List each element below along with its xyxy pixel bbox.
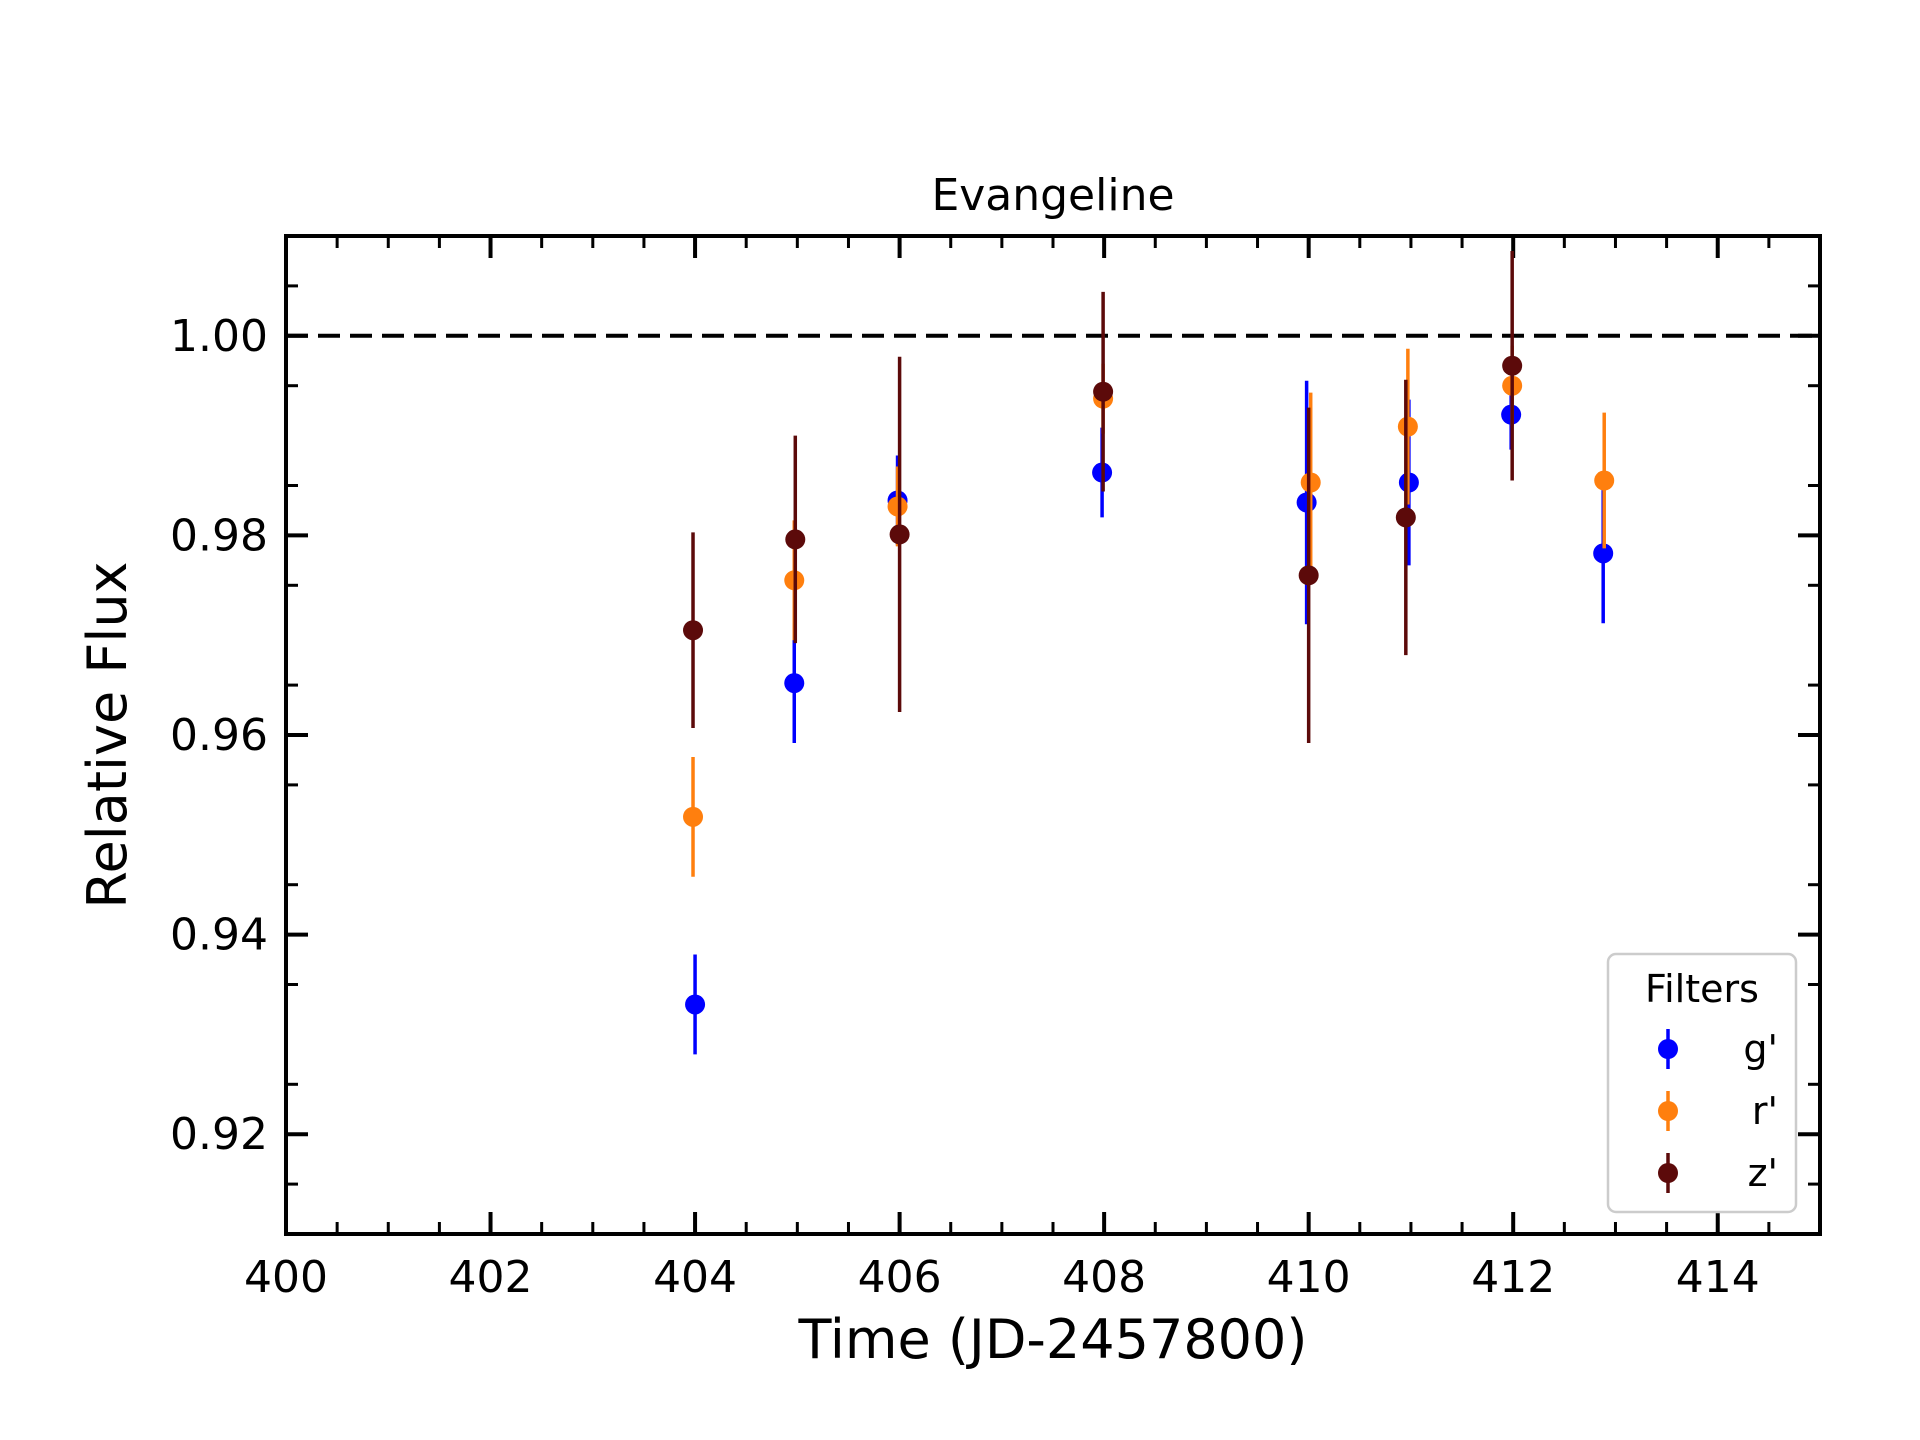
y-tick-label: 0.96 bbox=[170, 710, 268, 761]
x-axis-label: Time (JD-2457800) bbox=[798, 1308, 1308, 1371]
y-tick-label: 0.92 bbox=[170, 1109, 268, 1160]
y-axis-label: Relative Flux bbox=[76, 561, 139, 908]
data-point bbox=[1298, 565, 1319, 586]
data-point bbox=[889, 524, 910, 545]
series-2 bbox=[683, 250, 1523, 743]
series-0 bbox=[685, 379, 1614, 1055]
legend-box bbox=[1606, 952, 1798, 1214]
tick-layer: 400 402 404 406 408 410 412 414 0.92 0.94 0.96 0.98… bbox=[170, 236, 1820, 1303]
x-tick-label: 410 bbox=[1267, 1252, 1351, 1303]
data-layer bbox=[683, 250, 1615, 1055]
legend-title: Filters bbox=[1645, 967, 1759, 1011]
data-point bbox=[1296, 492, 1317, 513]
data-point bbox=[784, 673, 805, 694]
x-tick-label: 406 bbox=[858, 1252, 942, 1303]
data-point bbox=[1593, 543, 1614, 564]
series-1 bbox=[683, 345, 1615, 877]
y-tick-label: 0.94 bbox=[170, 910, 268, 961]
data-point bbox=[1093, 381, 1114, 402]
data-point bbox=[683, 620, 704, 641]
legend-entry-label: r' bbox=[1752, 1089, 1778, 1133]
data-point bbox=[785, 529, 806, 550]
data-point bbox=[683, 806, 704, 827]
data-point bbox=[1300, 472, 1321, 493]
x-tick-label: 412 bbox=[1471, 1252, 1555, 1303]
data-point bbox=[685, 994, 706, 1015]
legend-marker bbox=[1658, 1101, 1678, 1121]
y-tick-label: 0.98 bbox=[170, 510, 268, 561]
x-tick-label: 400 bbox=[244, 1252, 328, 1303]
x-tick-label: 414 bbox=[1676, 1252, 1760, 1303]
legend-entry-label: z' bbox=[1748, 1151, 1778, 1195]
data-point bbox=[1397, 416, 1418, 437]
chart-title: Evangeline bbox=[931, 170, 1174, 221]
legend: Filters g' r' z' bbox=[1606, 952, 1798, 1214]
x-tick-label: 408 bbox=[1062, 1252, 1146, 1303]
x-tick-label: 404 bbox=[653, 1252, 737, 1303]
legend-marker bbox=[1658, 1163, 1678, 1183]
legend-marker bbox=[1658, 1039, 1678, 1059]
data-point bbox=[1594, 470, 1615, 491]
data-point bbox=[1502, 355, 1523, 376]
plot-frame bbox=[284, 234, 1822, 1236]
data-point bbox=[1395, 507, 1416, 528]
legend-entry-label: g' bbox=[1743, 1027, 1778, 1071]
y-tick-label: 1.00 bbox=[170, 311, 268, 362]
x-tick-label: 402 bbox=[449, 1252, 533, 1303]
data-point bbox=[887, 496, 908, 517]
